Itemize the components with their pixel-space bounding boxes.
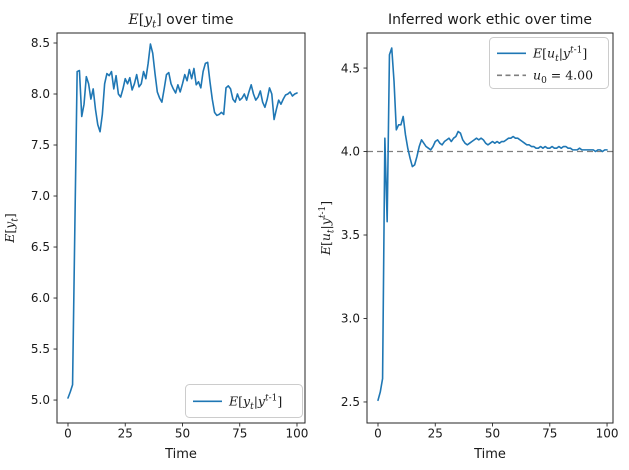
left-subplot: 0 25 50 75 100 5.0 5.5 6.0 6.5 7.0 7.5 8.0 8.5 E[yt] … xyxy=(2,12,308,462)
legend-entry-label: E[ut|yt-1] xyxy=(532,46,587,64)
x-tick-label: 50 xyxy=(485,427,500,441)
x-tick-label: 75 xyxy=(232,427,247,441)
right-xaxis-label: Time xyxy=(473,447,506,462)
x-tick-label: 25 xyxy=(428,427,443,441)
y-tick-label: 7.0 xyxy=(31,189,50,203)
left-plot-title: E[yt] over time xyxy=(128,12,234,31)
x-tick-label: 100 xyxy=(596,427,619,441)
legend-box xyxy=(185,384,303,418)
legend-entry-label: E[yt|yt-1] xyxy=(228,394,282,412)
left-series-line xyxy=(67,43,298,399)
right-subplot: 0 25 50 75 100 2.5 3.0 3.5 4.0 4.5 Inferred work e… xyxy=(318,12,618,462)
y-tick-label: 3.5 xyxy=(341,228,360,242)
x-tick-label: 50 xyxy=(175,427,190,441)
x-tick-label: 0 xyxy=(64,427,72,441)
y-tick-label: 6.0 xyxy=(31,291,50,305)
y-tick-label: 5.5 xyxy=(31,342,50,356)
y-tick-label: 8.0 xyxy=(31,87,50,101)
y-tick-label: 3.0 xyxy=(341,312,360,326)
right-yaxis-label: E[ut|yt-1] xyxy=(318,201,336,256)
right-series-line xyxy=(377,47,608,402)
y-tick-label: 6.5 xyxy=(31,240,50,254)
right-legend: E[ut|yt-1] u0 = 4.00 xyxy=(489,37,609,89)
left-legend: E[yt|yt-1] xyxy=(185,384,303,418)
legend-entry-label: u0 = 4.00 xyxy=(533,68,593,86)
right-plot-title: Inferred work ethic over time xyxy=(388,12,592,28)
y-tick-label: 5.0 xyxy=(31,393,50,407)
left-xaxis-label: Time xyxy=(164,447,197,462)
left-yaxis-label: E[yt] xyxy=(2,213,20,244)
right-axes-ticks: 0 25 50 75 100 2.5 3.0 3.5 4.0 4.5 xyxy=(341,61,619,440)
x-tick-label: 75 xyxy=(542,427,557,441)
y-tick-label: 2.5 xyxy=(341,395,360,409)
left-axes-ticks: 0 25 50 75 100 5.0 5.5 6.0 6.5 7.0 7.5 8.0 8.5 xyxy=(31,36,309,440)
legend-box xyxy=(489,37,609,89)
x-tick-label: 25 xyxy=(118,427,133,441)
y-tick-label: 4.0 xyxy=(341,145,360,159)
x-tick-label: 0 xyxy=(374,427,382,441)
y-tick-label: 8.5 xyxy=(31,36,50,50)
left-plot-border xyxy=(56,32,306,424)
y-tick-label: 4.5 xyxy=(341,61,360,75)
y-tick-label: 7.5 xyxy=(31,138,50,152)
right-plot-border xyxy=(366,32,614,424)
x-tick-label: 100 xyxy=(286,427,309,441)
